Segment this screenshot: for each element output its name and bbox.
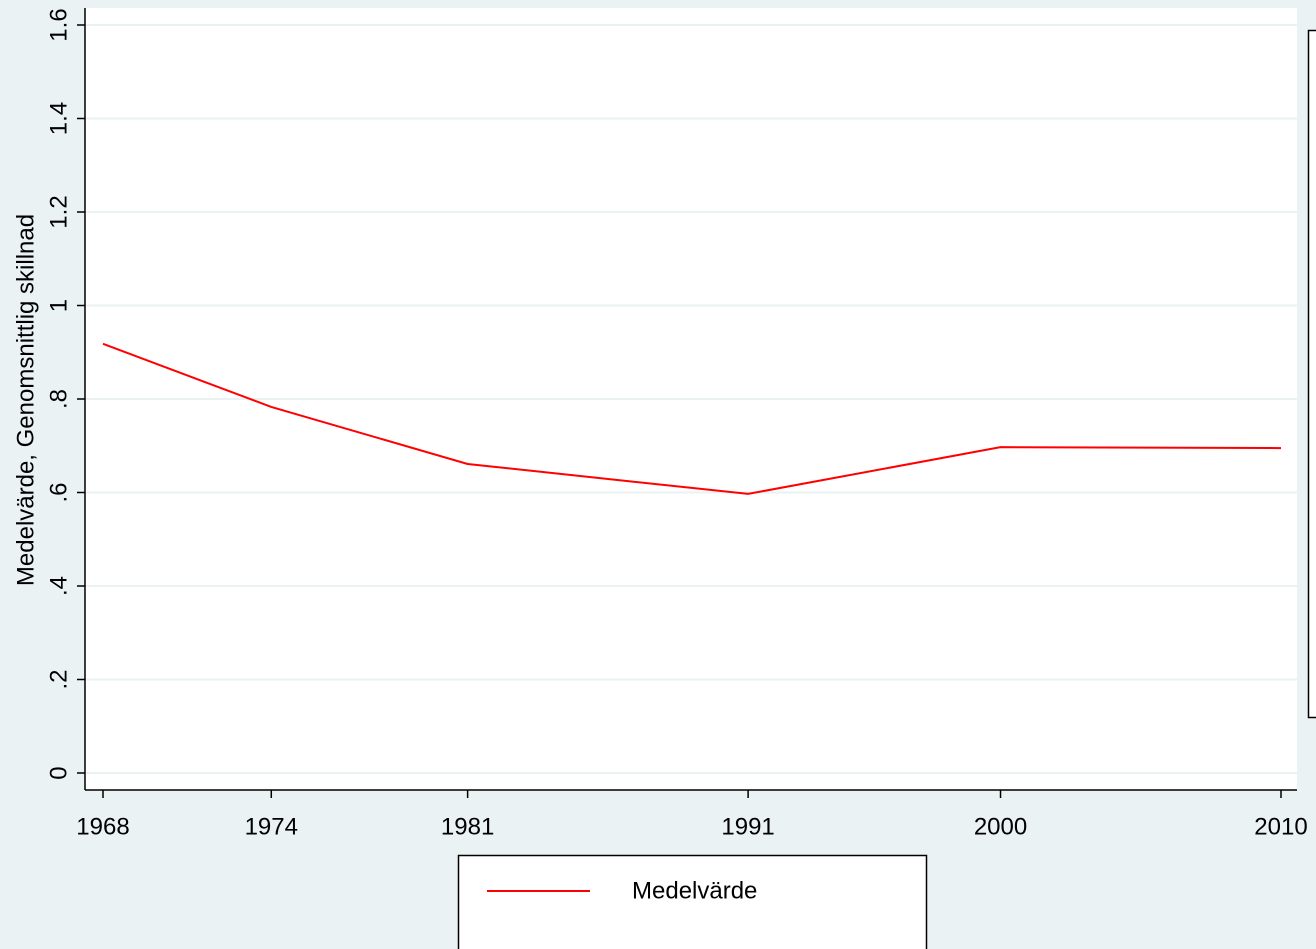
x-tick-label: 2000 [974,813,1027,840]
y-tick-label: 1.6 [45,8,72,41]
y-tick-label: 1 [45,299,72,312]
y-tick-label: 1.2 [45,195,72,228]
data-line [102,342,1282,495]
legend-label: Medelvärde [632,877,757,904]
y-tick-label: .8 [45,389,72,409]
y-tick-label: .4 [45,576,72,596]
side-box [1307,29,1316,719]
x-tick-label: 1974 [245,813,298,840]
x-tick-label: 2010 [1254,813,1307,840]
legend [457,854,928,949]
x-tick-label: 1991 [721,813,774,840]
x-tick-label: 1968 [76,813,129,840]
y-tick-label: .2 [45,669,72,689]
x-tick-label: 1981 [441,813,494,840]
y-tick-label: .6 [45,482,72,502]
y-tick-label: 0 [45,766,72,779]
y-tick-label: 1.4 [45,102,72,135]
y-axis-title: Medelvärde, Genomsnittlig skillnad [12,214,39,586]
